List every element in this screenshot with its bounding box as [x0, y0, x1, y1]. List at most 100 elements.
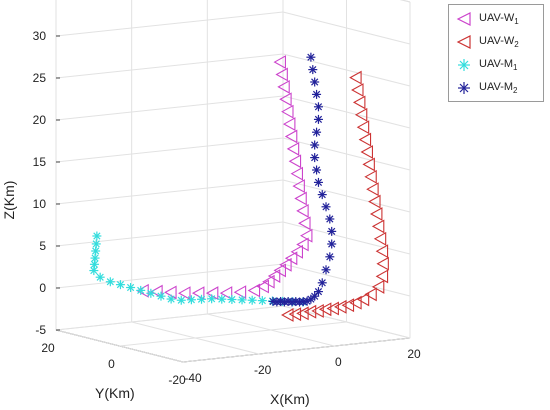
asterisk-stroke [258, 296, 266, 305]
data-point [89, 266, 99, 276]
legend-subscript: 1 [514, 17, 519, 26]
z-tick-label: -5 [35, 323, 46, 337]
data-point [303, 304, 317, 319]
data-point [281, 104, 294, 119]
data-point [312, 127, 322, 137]
legend-subscript: 1 [513, 63, 518, 72]
data-point [146, 288, 156, 298]
asterisk-stroke [311, 292, 319, 300]
grid-line [55, 53, 284, 79]
data-point [166, 294, 176, 304]
data-point [313, 177, 323, 187]
data-point [91, 239, 101, 249]
grid-line [55, 95, 284, 121]
data-point [186, 295, 196, 305]
asterisk-stroke [137, 286, 145, 295]
data-point [89, 259, 99, 269]
asterisk-stroke [312, 166, 321, 174]
asterisk-stroke [208, 295, 216, 303]
data-point [360, 145, 373, 159]
asterisk-stroke [92, 247, 100, 255]
legend-label: UAV-W [479, 12, 515, 24]
triangle-left-marker-icon [456, 12, 471, 26]
data-point [364, 287, 377, 302]
data-point [371, 219, 385, 234]
legend-label: UAV-W [479, 35, 515, 47]
data-point [288, 154, 302, 169]
data-point [95, 272, 105, 282]
asterisk-stroke [126, 283, 135, 292]
data-point [313, 114, 323, 124]
asterisk-stroke [314, 115, 323, 124]
axes-box [55, 0, 411, 363]
asterisk-stroke [228, 295, 236, 304]
legend-subscript: 2 [514, 40, 519, 49]
z-tick-label: 10 [33, 197, 47, 211]
x-tick-label: -20 [254, 363, 272, 377]
data-point [299, 228, 313, 243]
z-tick-label: 0 [39, 281, 46, 295]
data-point [227, 295, 237, 305]
data-point [362, 157, 375, 172]
z-tick-label: 15 [33, 155, 47, 169]
asterisk-stroke [187, 296, 196, 304]
asterisk-stroke [326, 215, 334, 223]
data-point [313, 102, 323, 112]
asterisk-marker-icon [458, 59, 470, 71]
asterisk-stroke [318, 279, 326, 287]
data-point [284, 129, 298, 144]
grid-line [55, 137, 284, 163]
data-point [306, 52, 316, 62]
data-point [351, 83, 364, 97]
grid-line [119, 321, 347, 347]
asterisk-stroke [326, 253, 334, 261]
data-point [308, 65, 318, 75]
legend: UAV-W1 UAV-W2 UAV-M1 UAV-M2 [448, 4, 544, 102]
data-point [375, 269, 389, 284]
data-point [317, 278, 327, 288]
data-point [296, 306, 309, 321]
data-point [290, 166, 304, 181]
asterisk-stroke [96, 273, 104, 281]
data-point [369, 207, 383, 221]
data-point [341, 298, 355, 313]
asterisk-stroke [248, 296, 256, 304]
data-point [115, 280, 125, 290]
data-point [334, 299, 347, 314]
z-tick-label: 5 [39, 239, 46, 253]
data-point [376, 256, 389, 271]
data-point [281, 308, 294, 322]
series-3 [268, 52, 337, 307]
data-point [321, 202, 331, 212]
data-point [150, 284, 163, 299]
asterisk-stroke [106, 278, 114, 286]
asterisk-stroke [309, 65, 317, 74]
data-point [90, 253, 100, 263]
data-point [279, 92, 292, 107]
data-point [326, 301, 339, 316]
asterisk-stroke [177, 296, 185, 304]
data-point [366, 182, 379, 197]
asterisk-stroke [157, 292, 165, 300]
grid-line [55, 263, 284, 289]
asterisk-stroke [322, 266, 330, 274]
data-point [247, 295, 257, 305]
grid-line [55, 179, 284, 205]
data-point [356, 120, 370, 135]
asterisk-stroke [314, 178, 323, 187]
data-point [286, 141, 300, 156]
asterisk-stroke [91, 254, 99, 262]
data-point [321, 265, 331, 275]
data-point [294, 191, 307, 206]
data-point [105, 277, 115, 287]
grid-lines [55, 0, 411, 363]
asterisk-stroke [90, 266, 98, 275]
data-point [237, 295, 247, 305]
data-point [349, 295, 362, 310]
asterisk-stroke [116, 281, 125, 289]
asterisk-stroke [167, 295, 175, 303]
data-point [273, 55, 286, 70]
data-point [178, 286, 191, 301]
asterisk-stroke [307, 53, 315, 61]
